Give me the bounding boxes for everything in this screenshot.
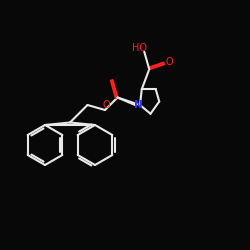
Text: HO: HO (132, 43, 147, 53)
Text: O: O (102, 100, 110, 110)
Text: O: O (166, 57, 173, 67)
Text: N: N (134, 100, 143, 110)
